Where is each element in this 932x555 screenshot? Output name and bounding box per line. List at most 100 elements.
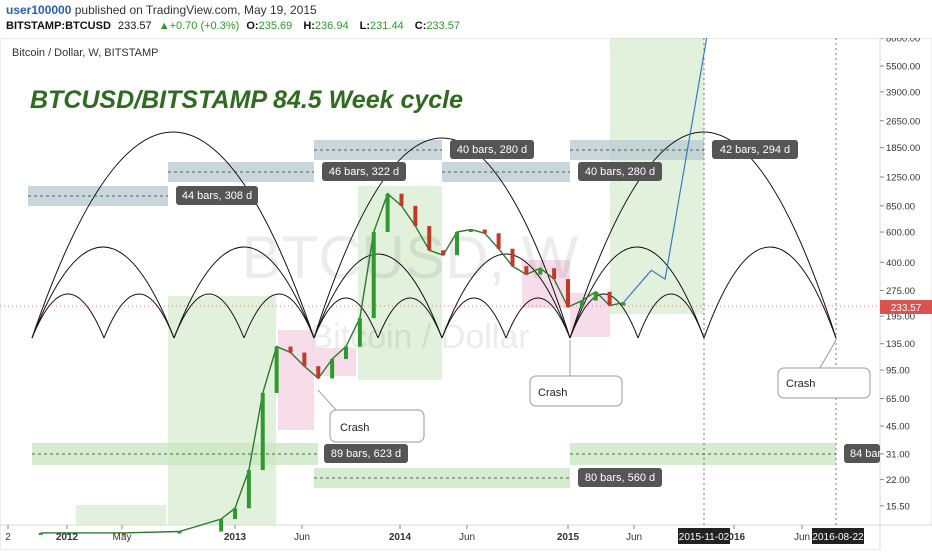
price-candle	[427, 226, 432, 251]
watermark-symbol: BTCUSD, W	[242, 224, 579, 291]
price-candle	[344, 346, 348, 360]
price-candle	[510, 248, 515, 267]
arc-small-10	[637, 293, 705, 339]
arc-small-2	[103, 293, 175, 339]
time-axis-panel	[0, 524, 881, 551]
cycle-label-40b: 40 bars, 280 d	[585, 166, 655, 178]
band-40a	[314, 140, 442, 160]
label-bg-46	[322, 162, 406, 181]
cycle-label-89: 89 bars, 623 d	[331, 448, 401, 460]
price-candle	[468, 229, 473, 233]
price-axis[interactable]: 8000.00 5500.00 3900.00 2650.00 1850.00 1250.…	[880, 34, 920, 512]
time-tick-label: Jun	[794, 532, 810, 543]
price-candle	[593, 291, 598, 301]
crash-text-2: Crash	[538, 387, 567, 399]
price-candle	[399, 193, 404, 206]
price-candle	[538, 268, 543, 275]
label-bg-42	[712, 140, 798, 159]
crash-box-3	[777, 367, 871, 399]
chart-area[interactable]: BTCUSD, W Bitcoin / Dollar	[0, 34, 932, 551]
price-tick-label: 5500.00	[886, 62, 920, 73]
shade-2012	[76, 505, 166, 525]
arc-med-4	[441, 253, 571, 339]
cycle-label-40a: 40 bars, 280 d	[457, 144, 527, 156]
shade-crash-2015b	[570, 293, 610, 337]
cycle-label-42: 42 bars, 294 d	[720, 144, 790, 156]
crash-callouts: Crash Crash Crash	[317, 339, 871, 443]
price-tick-label: 65.00	[886, 394, 910, 405]
price-candle	[524, 266, 529, 275]
arc-large-2	[313, 137, 571, 339]
symbol-label[interactable]: BITSTAMP:BTCUSD	[6, 20, 111, 32]
last-price-badge	[880, 300, 932, 314]
open-label: O:	[246, 20, 259, 32]
arc-med-2	[173, 246, 315, 339]
price-candle	[371, 232, 376, 319]
cycle-arcs	[31, 131, 837, 339]
price-candle	[413, 205, 418, 227]
time-tick-label: Jun	[294, 532, 310, 543]
price-candle	[233, 508, 237, 520]
cycle-label-group: 44 bars, 308 d 46 bars, 322 d 40 bars, 2…	[176, 140, 887, 487]
label-bg-89	[324, 444, 408, 463]
price-tick-label: 850.00	[886, 201, 915, 212]
projection-line	[623, 37, 708, 303]
time-tick-label: 2012	[56, 532, 79, 543]
price-candle	[302, 352, 307, 367]
cycle-label-84: 84 bars	[850, 448, 887, 460]
price-candle	[122, 532, 126, 535]
price-candle	[441, 250, 446, 256]
last-price: 233.57	[117, 20, 152, 32]
close-value: 233.57	[426, 20, 461, 32]
arc-small-9	[569, 293, 639, 339]
time-tick-label: Jun	[459, 532, 475, 543]
label-bg-84	[844, 444, 880, 463]
arc-large-1	[31, 131, 315, 339]
high-label: H:	[303, 20, 315, 32]
price-candle	[579, 300, 584, 308]
arc-small-1	[31, 293, 105, 339]
arc-large-3	[569, 131, 837, 339]
shade-crash-2013	[278, 330, 314, 430]
price-tick-label: 1250.00	[886, 173, 920, 184]
crash-pointer-3	[819, 339, 837, 369]
high-value: 236.94	[314, 20, 349, 32]
time-tick-label: 2014	[389, 532, 412, 543]
watermark-name: Bitcoin / Dollar	[310, 318, 529, 356]
price-tick-label: 31.00	[886, 449, 910, 460]
arc-small-6	[377, 297, 443, 339]
crash-pointer-1	[317, 389, 337, 411]
time-tick-label: 2	[5, 532, 11, 543]
price-candle	[455, 232, 459, 256]
price-tick-label: 3900.00	[886, 87, 920, 98]
time-axis[interactable]: 2 2012 May 2013 Jun 2014 Jun 2015 Jun 2016 Jun	[5, 525, 810, 543]
price-candle	[385, 193, 390, 233]
price-tick-label: 8000.00	[886, 38, 920, 45]
arc-small-4	[243, 293, 315, 339]
price-tick-label: 135.00	[886, 339, 915, 350]
arc-med-3	[313, 253, 443, 339]
arc-small-7	[441, 297, 507, 339]
price-candle	[552, 268, 557, 280]
cycle-label-46: 46 bars, 322 d	[329, 166, 399, 178]
arc-small-8	[505, 297, 571, 339]
price-line	[40, 192, 624, 534]
price-tick-label: 600.00	[886, 228, 915, 239]
cycle-label-44: 44 bars, 308 d	[182, 190, 252, 202]
band-44	[28, 186, 168, 206]
time-tick-label: Jun	[626, 532, 642, 543]
label-bg-40b	[578, 162, 662, 181]
arc-small-3	[173, 293, 245, 339]
shaded-regions	[76, 38, 704, 525]
publish-line: user100000 published on TradingView.com,…	[6, 3, 317, 17]
arc-med-6	[703, 246, 837, 339]
time-tick-label: May	[113, 532, 132, 543]
price-candle	[566, 279, 570, 308]
crash-box-1	[329, 409, 425, 443]
price-tick-label: 22.00	[886, 475, 910, 486]
time-tick-label: 2015	[557, 532, 580, 543]
chart-svg[interactable]: BTCUSD, W Bitcoin / Dollar	[0, 34, 932, 551]
price-change: ▲+0.70 (+0.3%)	[158, 20, 240, 32]
author-link[interactable]: user100000	[6, 3, 72, 17]
price-candle	[621, 302, 626, 306]
